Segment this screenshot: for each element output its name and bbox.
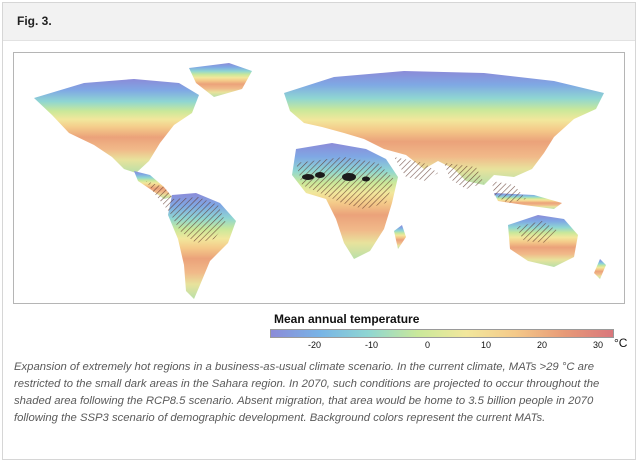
tick-label: 10	[481, 340, 492, 350]
hatch-americas	[146, 181, 226, 243]
sahara-dark-area-3	[342, 173, 356, 181]
projected-hot-areas	[146, 157, 558, 243]
tick-label: 20	[537, 340, 548, 350]
sahara-dark-area-1	[302, 174, 314, 180]
eurasia	[284, 71, 604, 185]
figure-label: Fig. 3.	[17, 14, 52, 28]
temperature-unit: °C	[614, 336, 628, 350]
figure-caption: Expansion of extremely hot regions in a …	[14, 361, 600, 424]
madagascar	[394, 225, 406, 249]
sahara-dark-area-4	[362, 176, 370, 182]
tick-label: -20	[308, 340, 322, 350]
hatch-australia	[516, 221, 558, 243]
hatch-middle-east	[394, 157, 438, 181]
hatch-southeast-asia	[492, 181, 526, 203]
sahara-dark-area-2	[315, 172, 325, 178]
new-zealand	[594, 259, 606, 279]
tick-label: 0	[425, 340, 431, 350]
tick-label: -10	[365, 340, 379, 350]
current-hot-areas	[302, 172, 370, 182]
world-map-svg	[34, 63, 606, 299]
world-map	[13, 52, 625, 304]
north-america	[34, 79, 199, 173]
legend-title: Mean annual temperature	[274, 312, 420, 326]
greenland	[189, 63, 252, 97]
hatch-africa	[296, 157, 394, 209]
tick-label: 30	[593, 340, 604, 350]
hatch-south-asia	[444, 163, 484, 189]
figure-header: Fig. 3.	[3, 3, 635, 41]
temperature-colorbar	[270, 329, 614, 338]
